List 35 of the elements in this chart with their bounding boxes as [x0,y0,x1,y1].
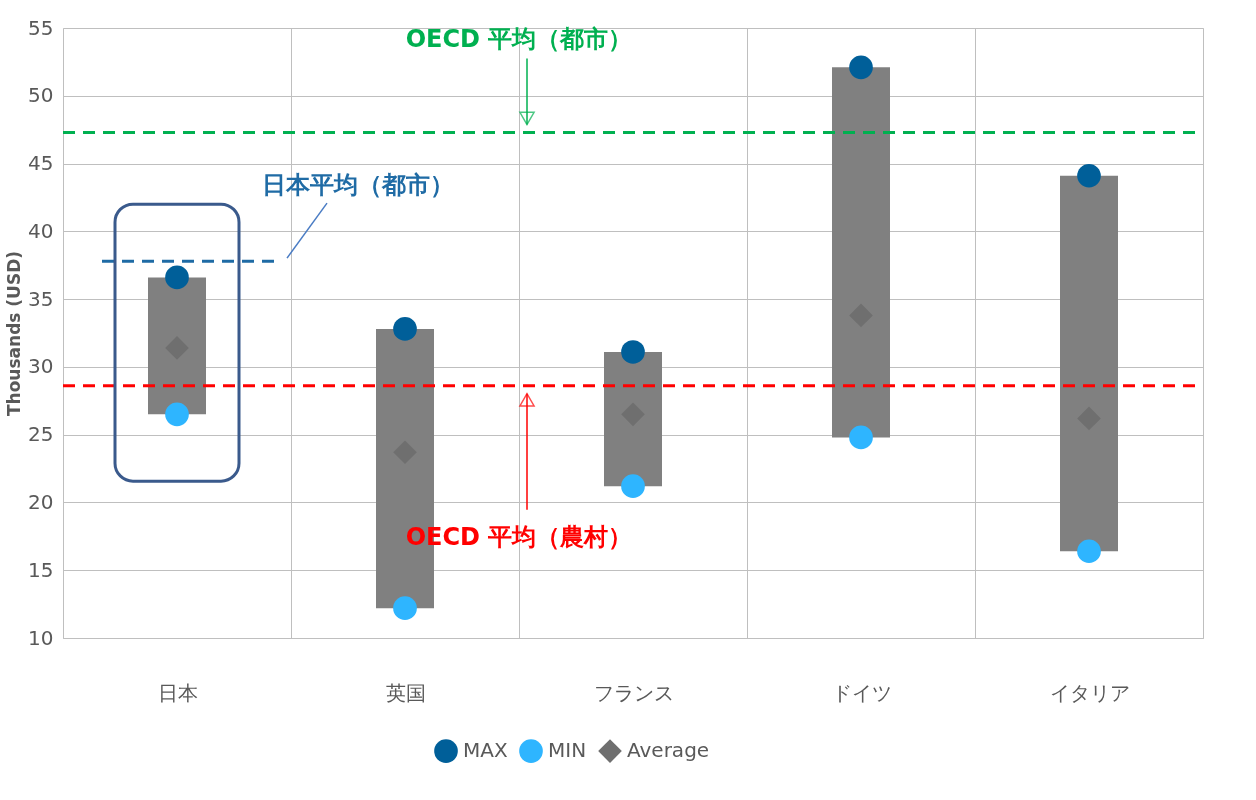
x-tick-label: 英国 [385,680,426,705]
legend-label: MAX [463,738,508,763]
point [165,265,189,290]
y-tick-label: 25 [28,422,54,447]
ref-line-label: OECD 平均（都市） [405,25,633,54]
y-tick-label: 30 [28,354,54,379]
y-tick-label: 15 [28,557,54,582]
bar [832,67,890,438]
ref-line-label: 日本平均（都市） [262,171,454,200]
y-tick-label: 20 [28,489,54,514]
legend-label: Average [627,738,710,763]
y-tick-label: 55 [28,15,54,40]
point [393,596,417,620]
point [1077,163,1101,188]
legend-label: MIN [548,738,587,763]
bar [604,351,662,487]
point [849,55,873,80]
point [849,425,873,450]
y-axis-title: Thousands (USD) [4,250,25,417]
point [621,340,645,364]
x-tick-label: イタリア [1049,680,1130,705]
x-tick-label: 日本 [157,680,198,705]
bar [1060,175,1118,552]
y-tick-label: 40 [28,218,54,243]
point [621,474,645,498]
x-tick-label: フランス [593,680,674,705]
point [1077,539,1101,564]
y-tick-label: 50 [28,83,54,108]
point [393,317,417,341]
point [165,402,189,427]
y-tick-label: 45 [28,151,54,176]
y-tick-label: 10 [28,625,54,650]
ref-line-label: OECD 平均（農村） [405,522,633,551]
y-tick-label: 35 [28,286,54,311]
x-tick-label: ドイツ [831,680,892,705]
